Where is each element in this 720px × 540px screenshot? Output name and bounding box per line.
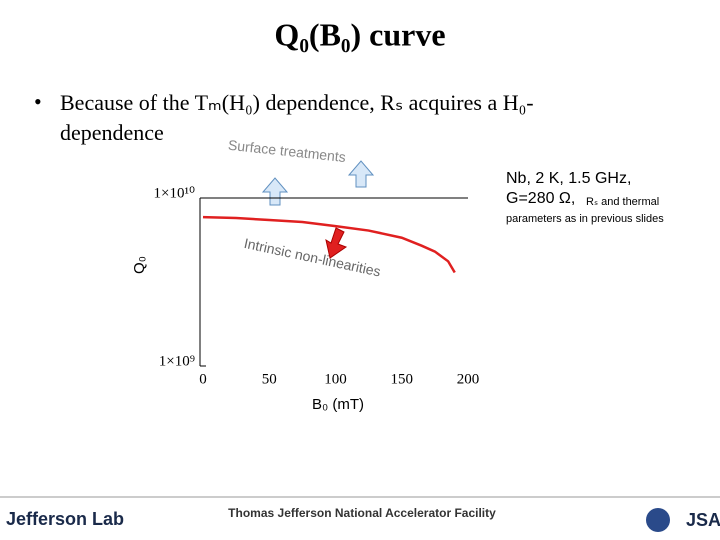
- slide-title: Q₀(B₀) curve: [274, 16, 445, 52]
- x-tick-label: 50: [262, 371, 277, 387]
- footer-lab: Jefferson Lab: [6, 509, 124, 529]
- x-tick-label: 150: [391, 371, 414, 387]
- y-axis-label: Q₀: [131, 256, 148, 274]
- note-line: Rₛ and thermal: [586, 196, 659, 208]
- footer-facility: Thomas Jefferson National Accelerator Fa…: [228, 506, 496, 520]
- x-axis-label: B₀ (mT): [312, 396, 364, 413]
- note-line: parameters as in previous slides: [506, 213, 664, 225]
- logo: [646, 508, 670, 532]
- bullet-text: Because of the Tₘ(H₀) dependence, Rₛ acq…: [60, 90, 534, 145]
- y-tick-label: 1×10¹⁰: [154, 185, 195, 201]
- x-tick-label: 200: [457, 371, 480, 387]
- up-arrow: [261, 177, 289, 206]
- note-line: G=280 Ω,: [506, 190, 575, 207]
- down-arrow: [325, 227, 348, 259]
- y-tick-label: 1×10⁹: [159, 353, 195, 369]
- note-line: Nb, 2 K, 1.5 GHz,: [506, 170, 631, 187]
- x-tick-label: 0: [199, 371, 207, 387]
- up-arrow: [347, 160, 375, 188]
- footer-jsa: JSA: [686, 510, 720, 530]
- bullet-mark: •: [34, 89, 42, 114]
- x-tick-label: 100: [324, 371, 347, 387]
- intrinsic-label: Intrinsic non-linearities: [243, 235, 383, 280]
- data-line: [202, 215, 456, 274]
- arrows: [261, 160, 375, 259]
- bullet-box: Because of the Tₘ(H₀) dependence, Rₛ acq…: [60, 90, 534, 145]
